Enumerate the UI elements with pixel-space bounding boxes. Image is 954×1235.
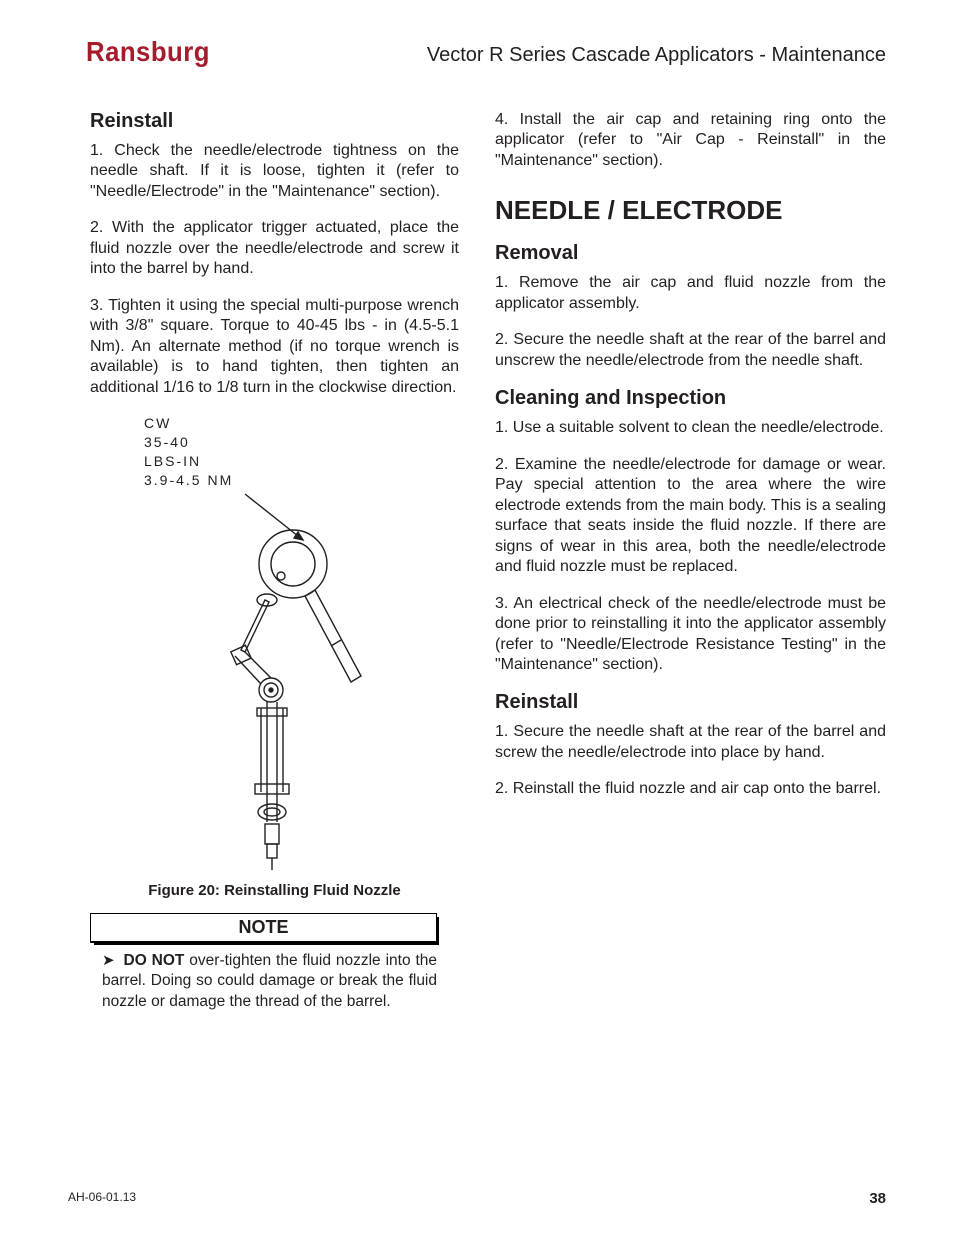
note-title: NOTE <box>91 914 436 942</box>
torque-line-1: CW <box>144 414 459 433</box>
torque-line-3: LBS-IN <box>144 452 459 471</box>
left-column: Reinstall 1. Check the needle/electrode … <box>68 110 459 1012</box>
heading-cleaning: Cleaning and Inspection <box>495 387 886 410</box>
page-number: 38 <box>869 1190 886 1207</box>
para-reinstall-2: 2. With the applicator trigger actuated,… <box>90 218 459 279</box>
note-body: ➤ DO NOT over-tighten the fluid nozzle i… <box>102 951 437 1012</box>
doc-title: Vector R Series Cascade Applicators - Ma… <box>427 44 886 67</box>
arrow-icon: ➤ <box>102 952 115 969</box>
para-clean-2: 2. Examine the needle/electrode for dama… <box>495 455 886 578</box>
heading-needle-electrode: NEEDLE / ELECTRODE <box>495 195 886 226</box>
para-reinstall-4: 4. Install the air cap and retaining rin… <box>495 110 886 171</box>
para-removal-2: 2. Secure the needle shaft at the rear o… <box>495 330 886 371</box>
para-reinstall2-2: 2. Reinstall the fluid nozzle and air ca… <box>495 779 886 799</box>
doc-code: AH-06-01.13 <box>68 1190 136 1207</box>
note-strong: DO NOT <box>124 952 185 969</box>
brand-logo: Ransburg <box>86 36 210 68</box>
torque-label-block: CW 35-40 LBS-IN 3.9-4.5 NM <box>144 414 459 490</box>
figure-caption: Figure 20: Reinstalling Fluid Nozzle <box>90 882 459 899</box>
heading-reinstall: Reinstall <box>90 110 459 133</box>
heading-removal: Removal <box>495 242 886 265</box>
figure-20: CW 35-40 LBS-IN 3.9-4.5 NM <box>90 414 459 899</box>
heading-reinstall-2: Reinstall <box>495 691 886 714</box>
para-removal-1: 1. Remove the air cap and fluid nozzle f… <box>495 273 886 314</box>
para-reinstall-3: 3. Tighten it using the special multi-pu… <box>90 296 459 398</box>
right-column: 4. Install the air cap and retaining rin… <box>495 110 886 1012</box>
note-box: NOTE <box>90 913 437 943</box>
torque-line-2: 35-40 <box>144 433 459 452</box>
para-reinstall2-1: 1. Secure the needle shaft at the rear o… <box>495 722 886 763</box>
para-clean-1: 1. Use a suitable solvent to clean the n… <box>495 418 886 438</box>
para-clean-3: 3. An electrical check of the needle/ele… <box>495 594 886 676</box>
torque-line-4: 3.9-4.5 NM <box>144 471 459 490</box>
applicator-diagram <box>175 492 375 872</box>
para-reinstall-1: 1. Check the needle/electrode tightness … <box>90 141 459 202</box>
